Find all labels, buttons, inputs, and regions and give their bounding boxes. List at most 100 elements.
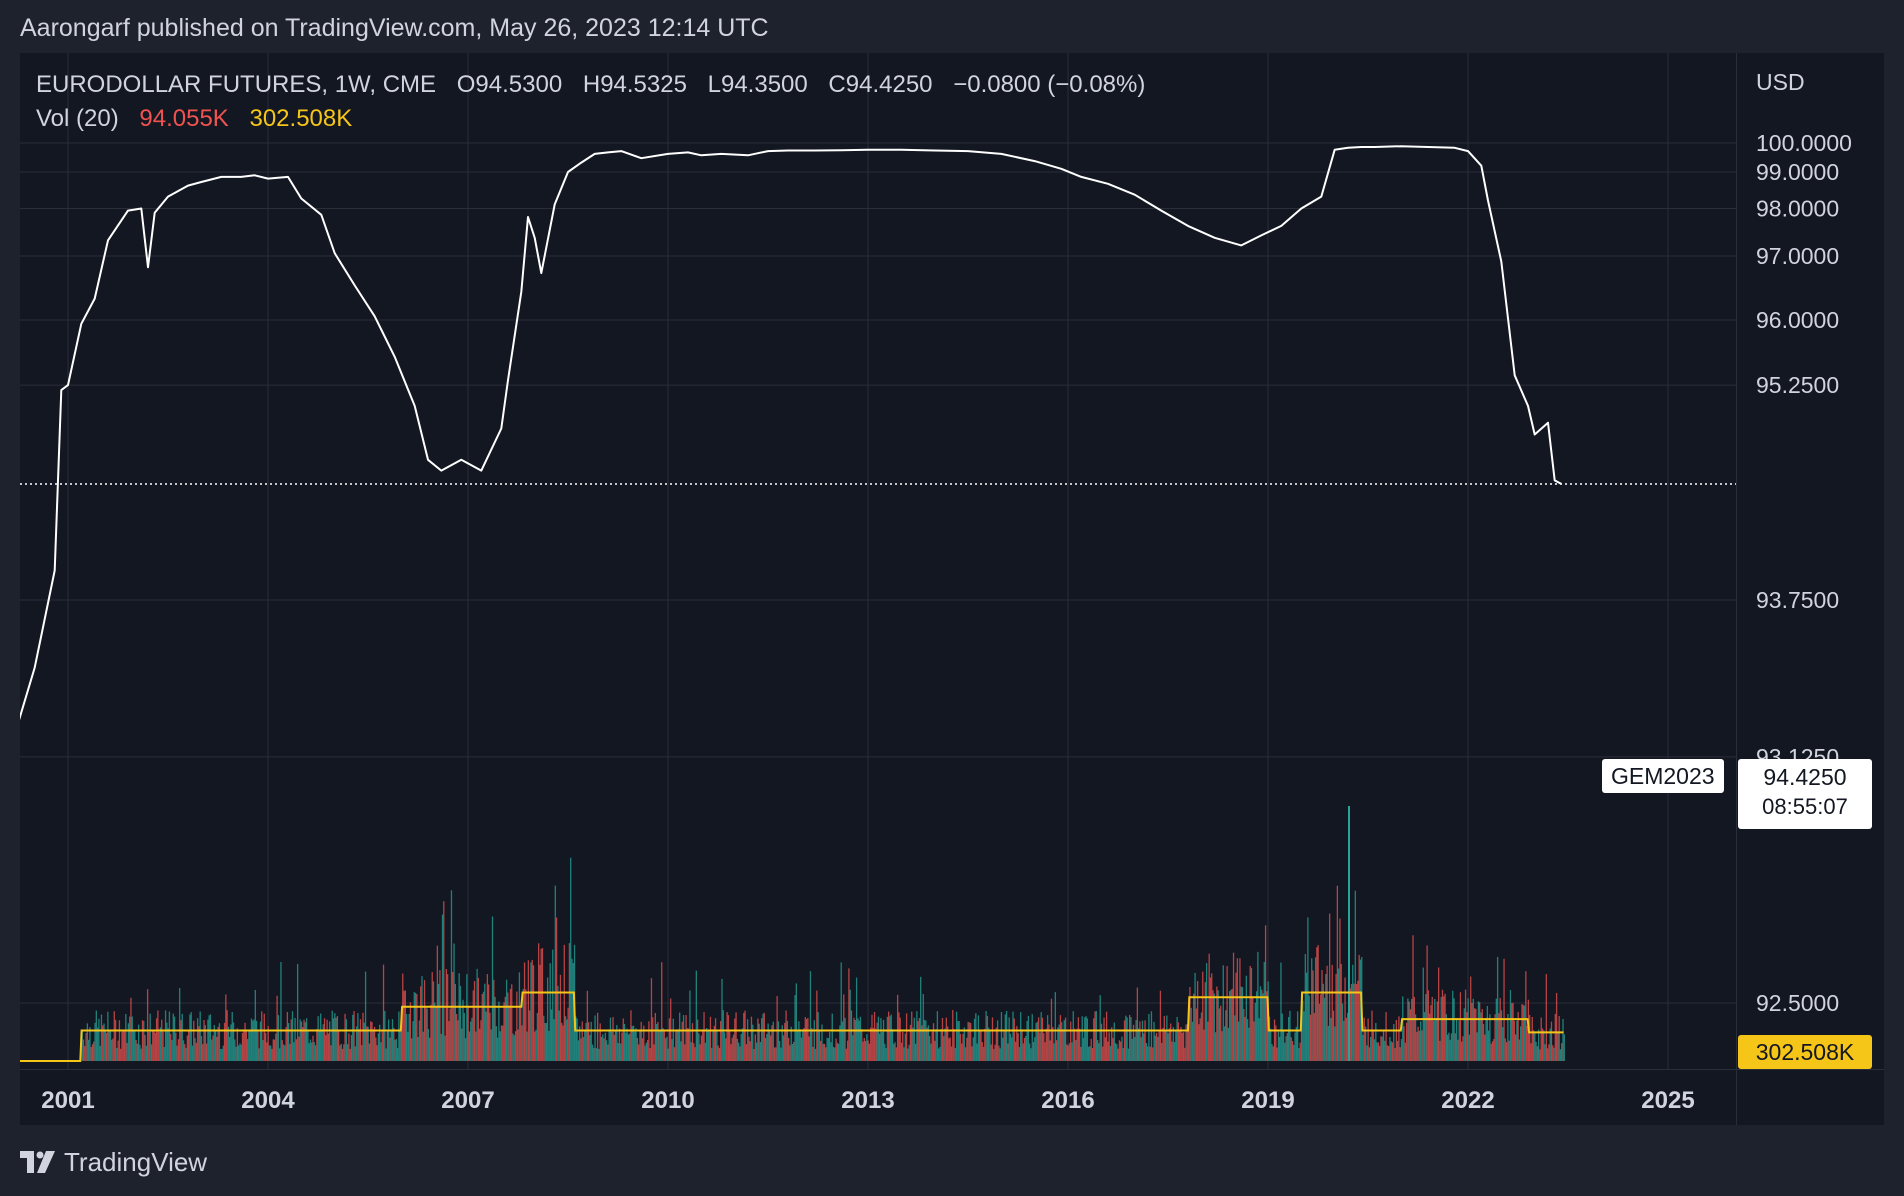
volume-bar: [504, 996, 506, 1061]
volume-bar: [975, 1013, 977, 1061]
volume-bar: [927, 1025, 930, 1061]
volume-bar: [1103, 1017, 1105, 1061]
volume-bar: [1043, 1033, 1045, 1061]
volume-bar: [341, 1048, 344, 1061]
volume-bar: [855, 977, 858, 1061]
volume-bar: [463, 1012, 465, 1061]
volume-bar: [414, 992, 417, 1061]
volume-bar: [585, 1022, 587, 1061]
volume-bar: [716, 1030, 718, 1061]
volume-bar: [736, 1038, 739, 1061]
volume-bar: [1436, 1001, 1439, 1061]
volume-bar: [403, 990, 405, 1061]
volume-bar: [103, 1023, 105, 1061]
volume-bar: [1418, 1030, 1421, 1061]
volume-bar: [363, 1022, 365, 1061]
volume-bar: [398, 1011, 400, 1061]
volume-bar: [222, 1045, 224, 1061]
volume-bar: [253, 1019, 255, 1061]
volume-bar: [193, 1020, 195, 1061]
volume-bar: [389, 1037, 391, 1061]
volume-bar: [955, 1011, 958, 1061]
volume-bar: [472, 990, 474, 1061]
volume-bar: [1454, 1033, 1456, 1061]
volume-bar: [921, 1025, 923, 1061]
volume-bar: [527, 960, 530, 1061]
legend-open: 94.5300: [475, 71, 563, 98]
volume-bar: [785, 1010, 787, 1061]
volume-bar: [655, 1023, 658, 1061]
volume-bar: [1221, 1031, 1223, 1061]
volume-bar: [273, 1039, 276, 1061]
volume-bar: [898, 1012, 900, 1061]
volume-bar: [1181, 1032, 1183, 1061]
volume-bar: [1173, 1042, 1176, 1061]
volume-bar: [1077, 1017, 1080, 1061]
volume-bar: [1357, 980, 1359, 1061]
volume-bar: [1198, 1024, 1200, 1061]
volume-bar: [1099, 995, 1101, 1061]
volume-bar: [90, 1047, 92, 1061]
volume-bar: [1199, 1018, 1201, 1061]
volume-bar: [646, 1040, 649, 1061]
volume-bar: [702, 1030, 704, 1061]
volume-bar: [503, 1002, 505, 1061]
volume-bar: [162, 1031, 164, 1061]
volume-bar: [1461, 1041, 1463, 1061]
volume-bar: [1468, 1034, 1471, 1061]
volume-bar: [230, 1024, 232, 1061]
volume-bar: [814, 1048, 817, 1061]
volume-bar: [471, 1017, 473, 1061]
volume-bar: [1241, 987, 1244, 1061]
volume-bar: [626, 1028, 628, 1061]
volume-bar: [393, 1027, 395, 1061]
volume-bar: [170, 1033, 172, 1061]
volume-bar: [1113, 1022, 1115, 1061]
volume-bar: [326, 1019, 328, 1061]
volume-bar: [411, 1038, 413, 1061]
volume-bar: [1055, 1040, 1058, 1061]
volume-bar: [682, 1015, 685, 1061]
volume-bar: [1475, 1008, 1477, 1061]
volume-bar: [1336, 885, 1339, 1061]
price-axis-border: [1736, 53, 1737, 1125]
volume-bar: [938, 1048, 940, 1061]
volume-bar: [1534, 1031, 1536, 1061]
legend-vol-label: Vol (20): [36, 105, 119, 132]
volume-bar: [714, 1018, 717, 1061]
grid-layer: [20, 53, 1884, 1125]
volume-bar: [822, 1043, 824, 1061]
volume-bar: [893, 1043, 895, 1061]
volume-bar: [732, 1034, 735, 1061]
volume-bar: [1186, 1024, 1189, 1061]
volume-bar: [286, 1011, 289, 1061]
volume-bar: [1322, 983, 1324, 1061]
volume-bar: [572, 963, 574, 1061]
volume-bar: [1344, 977, 1346, 1061]
volume-bar: [116, 1048, 118, 1061]
volume-bar: [1296, 1011, 1299, 1061]
volume-bar: [140, 1048, 142, 1061]
volume-bar: [1093, 1018, 1095, 1061]
tradingview-logo[interactable]: TradingView: [20, 1146, 207, 1178]
volume-bar: [1253, 1021, 1255, 1061]
volume-bar: [745, 1044, 747, 1061]
volume-bar: [846, 1040, 849, 1061]
volume-bar: [645, 1042, 647, 1061]
volume-bar: [104, 1031, 106, 1061]
volume-bar: [1429, 1013, 1431, 1061]
chart-svg[interactable]: 100.0000 99.0000 98.0000 97.0000 96.0000 95.2…: [20, 53, 1884, 1125]
volume-bar: [364, 971, 367, 1061]
volume-bar: [1259, 986, 1262, 1061]
volume-bar: [620, 1043, 622, 1061]
volume-bar: [968, 1022, 971, 1061]
price-axis: 100.0000 99.0000 98.0000 97.0000 96.0000 95.2…: [1756, 130, 1852, 1016]
volume-bar: [1412, 935, 1414, 1061]
volume-bar: [182, 1040, 185, 1061]
volume-bar: [823, 1043, 826, 1061]
volume-bar: [1563, 1034, 1565, 1061]
volume-bar: [1521, 1004, 1523, 1061]
volume-bar: [693, 1043, 695, 1061]
volume-bar: [604, 1032, 606, 1061]
volume-bar: [1177, 1022, 1180, 1061]
